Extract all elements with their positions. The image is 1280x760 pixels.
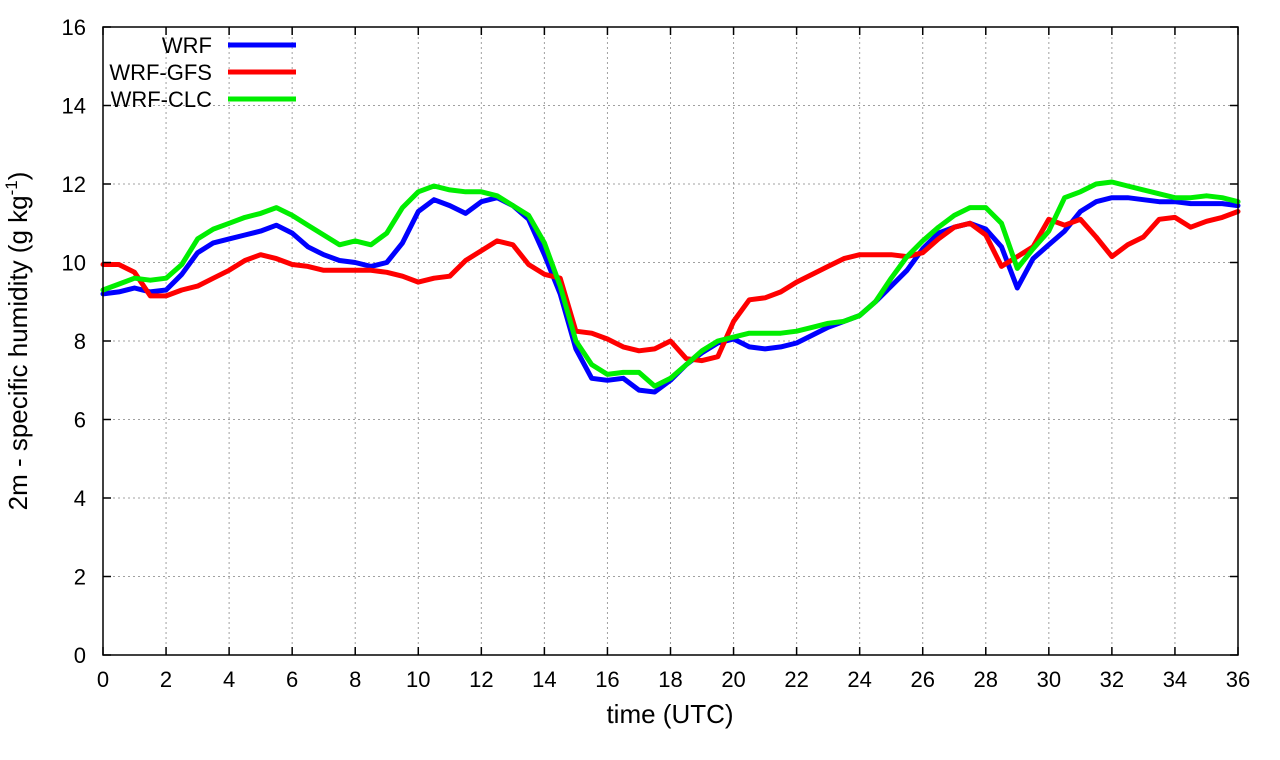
x-axis-label: time (UTC) <box>606 699 733 729</box>
x-tick-label: 34 <box>1163 667 1187 692</box>
x-tick-label: 22 <box>784 667 808 692</box>
series-lines <box>100 179 1241 395</box>
x-tick-label: 20 <box>721 667 745 692</box>
y-axis-label-superscript: -1 <box>2 180 21 195</box>
y-tick-label: 6 <box>74 408 86 433</box>
y-axis-label: 2m - specific humidity (g kg-1) <box>2 172 33 511</box>
y-axis-label-close: ) <box>3 172 33 181</box>
legend-label-wrf: WRF <box>162 33 212 58</box>
grid <box>103 27 1238 655</box>
x-tick-label: 4 <box>223 667 235 692</box>
x-tick-label: 30 <box>1037 667 1061 692</box>
y-tick-label: 2 <box>74 565 86 590</box>
x-tick-label: 36 <box>1226 667 1250 692</box>
legend-label-wrf-clc: WRF-CLC <box>111 87 213 112</box>
series-line-wrf-clc <box>100 179 1241 389</box>
x-tick-label: 0 <box>97 667 109 692</box>
x-tick-label: 28 <box>974 667 998 692</box>
x-tick-label: 32 <box>1100 667 1124 692</box>
y-tick-label: 0 <box>74 643 86 668</box>
legend-label-wrf-gfs: WRF-GFS <box>109 60 212 85</box>
y-tick-label: 12 <box>62 172 86 197</box>
y-tick-label: 14 <box>62 94 86 119</box>
y-tick-label: 10 <box>62 251 86 276</box>
x-tick-label: 2 <box>160 667 172 692</box>
x-tick-label: 14 <box>532 667 556 692</box>
series-line-wrf-gfs <box>100 209 1241 364</box>
axis-ticks: 0 2 4 6 8 10 12 14 16 18 20 22 24 26 28 30 32 34 360246810… <box>62 15 1251 692</box>
y-tick-label: 16 <box>62 15 86 40</box>
x-tick-label: 18 <box>658 667 682 692</box>
x-tick-label: 6 <box>286 667 298 692</box>
y-tick-label: 8 <box>74 329 86 354</box>
x-tick-label: 26 <box>910 667 934 692</box>
x-tick-label: 8 <box>349 667 361 692</box>
x-tick-label: 24 <box>847 667 871 692</box>
x-tick-label: 12 <box>469 667 493 692</box>
x-tick-label: 10 <box>406 667 430 692</box>
y-axis-label-main: 2m - specific humidity (g kg <box>3 195 33 510</box>
y-tick-label: 4 <box>74 486 86 511</box>
x-tick-label: 16 <box>595 667 619 692</box>
